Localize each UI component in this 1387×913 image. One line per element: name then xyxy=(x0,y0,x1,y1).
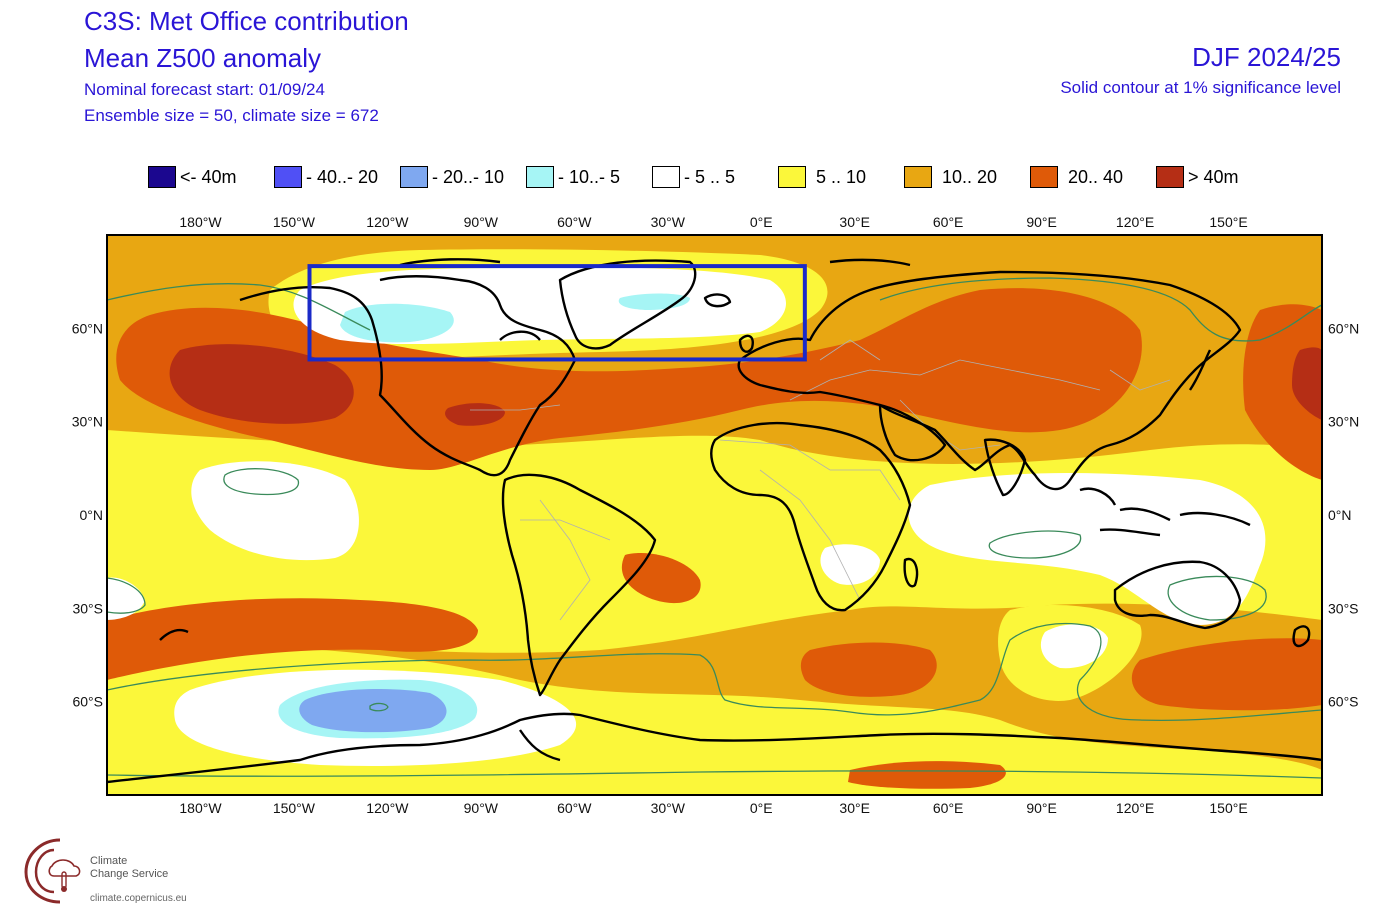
ensemble-size-text: Ensemble size = 50, climate size = 672 xyxy=(84,106,379,125)
lon-tick-label-bottom: 90°E xyxy=(1026,800,1057,816)
significance-note: Solid contour at 1% significance level xyxy=(1060,78,1341,97)
lon-tick-label-bottom: 120°W xyxy=(366,800,409,816)
lat-tick-label-right: 0°N xyxy=(1328,507,1352,523)
map-variable-title: Mean Z500 anomaly xyxy=(84,43,322,73)
lat-tick-label-right: 60°S xyxy=(1328,694,1359,710)
anomaly-band-above-40 xyxy=(1292,347,1322,420)
legend-label: 10.. 20 xyxy=(942,167,998,187)
lon-tick-label-top: 90°E xyxy=(1026,214,1057,230)
lat-tick-label-left: 60°S xyxy=(72,694,103,710)
legend-label: <- 40m xyxy=(180,167,237,187)
highlighted-region-box xyxy=(307,264,807,362)
lon-tick-label-top: 150°E xyxy=(1209,214,1247,230)
logo-arc-icon xyxy=(24,838,61,904)
anomaly-field xyxy=(107,235,1322,795)
forecast-start-text: Nominal forecast start: 01/09/24 xyxy=(84,80,325,99)
lat-tick-label-left: 0°N xyxy=(80,507,104,523)
lon-tick-label-top: 120°W xyxy=(366,214,409,230)
legend-swatch xyxy=(1030,166,1058,188)
lon-tick-label-top: 60°E xyxy=(933,214,964,230)
logo-text-line2: Change Service xyxy=(90,868,169,880)
lon-tick-label-bottom: 150°E xyxy=(1209,800,1247,816)
legend-swatch xyxy=(1156,166,1184,188)
lon-tick-label-top: 30°E xyxy=(839,214,870,230)
copernicus-logo xyxy=(24,838,81,904)
map-title: C3S: Met Office contribution xyxy=(84,6,409,36)
lat-tick-label-right: 60°N xyxy=(1328,320,1359,336)
anomaly-band-20-40 xyxy=(848,761,1006,789)
lon-tick-label-top: 30°W xyxy=(651,214,686,230)
anomaly-band-neutral xyxy=(191,461,359,561)
logo-url: climate.copernicus.eu xyxy=(90,893,187,904)
lon-tick-label-top: 150°W xyxy=(273,214,316,230)
country-borders xyxy=(470,339,1171,621)
legend-label: > 40m xyxy=(1188,167,1239,187)
legend-swatch xyxy=(904,166,932,188)
legend-label: - 10..- 5 xyxy=(558,167,621,187)
lon-tick-label-bottom: 30°E xyxy=(839,800,870,816)
anomaly-band-above-40 xyxy=(169,344,354,424)
lon-tick-label-bottom: 150°W xyxy=(273,800,316,816)
anomaly-band-20-40 xyxy=(1131,638,1322,711)
legend-label: - 20..- 10 xyxy=(432,167,505,187)
anomaly-band-neutral xyxy=(908,473,1266,625)
legend-swatch xyxy=(778,166,806,188)
lon-tick-label-bottom: 90°W xyxy=(464,800,499,816)
lon-tick-label-bottom: 60°W xyxy=(557,800,592,816)
legend-swatch xyxy=(274,166,302,188)
map-axis-ticks: 180°W 180°W 150°W 150°W 120°W 120°W 90°W 90°W 60… xyxy=(72,214,1360,816)
lon-tick-label-top: 0°E xyxy=(750,214,773,230)
lon-tick-label-top: 90°W xyxy=(464,214,499,230)
lat-tick-label-left: 60°N xyxy=(72,320,103,336)
lon-tick-label-top: 180°W xyxy=(179,214,222,230)
lat-tick-label-left: 30°S xyxy=(72,600,103,616)
legend-swatch xyxy=(652,166,680,188)
logo-text-line1: Climate xyxy=(90,855,128,867)
anomaly-band-20-40 xyxy=(800,642,937,697)
anomaly-band-neutral xyxy=(820,544,880,585)
forecast-period: DJF 2024/25 xyxy=(1192,42,1341,72)
lon-tick-label-bottom: 0°E xyxy=(750,800,773,816)
lon-tick-label-bottom: 30°W xyxy=(651,800,686,816)
legend-swatch xyxy=(148,166,176,188)
anomaly-band-20-40 xyxy=(1243,304,1322,480)
lon-tick-label-top: 120°E xyxy=(1116,214,1154,230)
legend-label: 5 .. 10 xyxy=(816,167,867,187)
anomaly-band-20-40 xyxy=(116,288,1142,470)
lon-tick-label-top: 60°W xyxy=(557,214,592,230)
coastlines xyxy=(107,258,1322,784)
lat-tick-label-right: 30°S xyxy=(1328,600,1359,616)
lat-tick-label-right: 30°N xyxy=(1328,414,1359,430)
thermometer-bulb-icon xyxy=(61,886,67,892)
legend-label: 20.. 40 xyxy=(1068,167,1124,187)
cloud-icon xyxy=(48,859,81,877)
lon-tick-label-bottom: 60°E xyxy=(933,800,964,816)
lon-tick-label-bottom: 180°W xyxy=(179,800,222,816)
anomaly-band-20-40 xyxy=(107,598,478,680)
significance-contours xyxy=(107,277,1322,779)
anomaly-band-neutral xyxy=(1040,624,1108,669)
lat-tick-label-left: 30°N xyxy=(72,414,103,430)
thermometer-icon xyxy=(61,871,67,889)
anomaly-band-above-40 xyxy=(445,403,505,426)
map-frame xyxy=(106,234,1323,796)
legend-swatch xyxy=(400,166,428,188)
logo-arc-inner-icon xyxy=(34,848,55,894)
lon-tick-label-bottom: 120°E xyxy=(1116,800,1154,816)
legend-label: - 5 .. 5 xyxy=(684,167,736,187)
legend-swatch xyxy=(526,166,554,188)
legend-label: - 40..- 20 xyxy=(306,167,379,187)
